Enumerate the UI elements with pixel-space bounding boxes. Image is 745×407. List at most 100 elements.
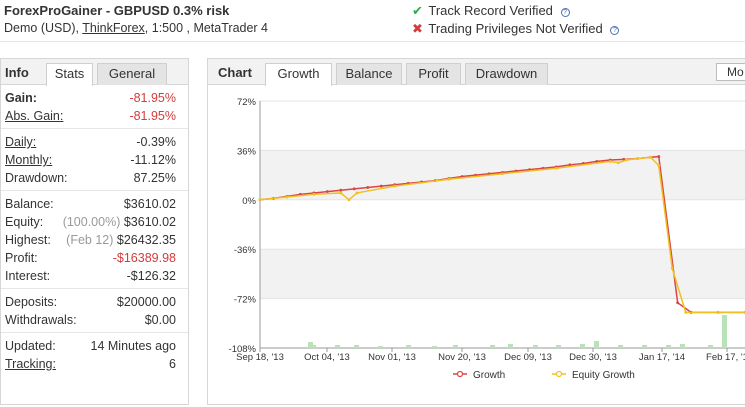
- cross-icon: ✖: [412, 21, 423, 36]
- growth-point: [352, 187, 356, 191]
- volume-bar: [335, 345, 340, 348]
- stat-value: 87.25%: [134, 169, 176, 187]
- account-type: Demo (USD),: [4, 21, 83, 35]
- equity-growth-point: [312, 192, 316, 196]
- y-tick-label: 0%: [242, 196, 256, 207]
- growth-point: [657, 155, 661, 158]
- volume-bar: [311, 345, 316, 348]
- stats-group: Deposits: $20000.00 Withdrawals: $0.00: [1, 289, 188, 333]
- growth-point: [676, 301, 680, 305]
- volume-bar: [594, 341, 599, 348]
- growth-point: [568, 163, 572, 167]
- stat-value: -81.95%: [129, 89, 176, 107]
- stat-row: Abs. Gain: -81.95%: [1, 107, 188, 125]
- equity-growth-point: [339, 191, 343, 195]
- stat-label: Deposits:: [5, 295, 58, 309]
- stat-value-text: $20000.00: [116, 295, 176, 309]
- track-record-status: ✔ Track Record Verified ?: [412, 3, 570, 19]
- volume-bar: [378, 346, 383, 348]
- trading-privileges-status: ✖ Trading Privileges Not Verified ?: [412, 21, 620, 37]
- stat-row: Tracking: 6: [1, 355, 188, 373]
- tab-balance[interactable]: Balance: [336, 63, 402, 85]
- volume-bar: [708, 345, 713, 348]
- stat-value: -81.95%: [129, 107, 176, 125]
- stat-value-text: 6: [169, 357, 176, 371]
- broker-link[interactable]: ThinkForex: [82, 21, 145, 35]
- check-icon: ✔: [412, 3, 423, 18]
- stat-value-text: $3610.02: [123, 197, 176, 211]
- stat-label[interactable]: Abs. Gain:: [5, 109, 64, 123]
- stat-value: -$126.32: [127, 267, 176, 285]
- stat-label: Interest:: [5, 269, 51, 283]
- y-tick-label: -72%: [234, 295, 257, 306]
- equity-growth-point: [649, 155, 653, 159]
- stat-label[interactable]: Daily:: [5, 135, 37, 149]
- stat-row: Updated: 14 Minutes ago: [1, 337, 188, 355]
- chart-panel: Chart Growth Balance Profit Drawdown Mo …: [207, 58, 745, 405]
- stat-label[interactable]: Monthly:: [5, 153, 53, 167]
- equity-growth-point: [447, 177, 451, 181]
- stat-row: Withdrawals: $0.00: [1, 311, 188, 329]
- stat-row: Deposits: $20000.00: [1, 293, 188, 311]
- volume-bar: [642, 345, 647, 348]
- equity-growth-line: [259, 156, 745, 314]
- y-tick-label: 72%: [237, 97, 257, 108]
- volume-bar: [556, 345, 561, 348]
- legend-marker: [456, 370, 464, 378]
- equity-growth-point: [716, 310, 720, 314]
- stat-value: $20000.00: [117, 293, 176, 311]
- stat-label: Updated:: [5, 339, 56, 353]
- volume-bar: [580, 344, 585, 348]
- legend-label: Equity Growth: [572, 370, 635, 381]
- stats-group: Gain: -81.95% Abs. Gain: -81.95%: [1, 85, 188, 129]
- volume-bar: [680, 344, 685, 348]
- y-tick-label: -36%: [234, 245, 257, 256]
- equity-growth-point: [258, 198, 262, 202]
- track-record-label: Track Record Verified: [428, 3, 553, 18]
- equity-growth-point: [355, 191, 359, 195]
- help-icon[interactable]: ?: [610, 26, 620, 35]
- account-header: ForexProGainer - GBPUSD 0.3% risk Demo (…: [0, 0, 745, 42]
- tab-growth[interactable]: Growth: [265, 63, 332, 86]
- tab-drawdown[interactable]: Drawdown: [465, 63, 548, 85]
- stat-row: Interest: -$126.32: [1, 267, 188, 285]
- stat-label[interactable]: Tracking:: [5, 357, 56, 371]
- stat-value-text: -0.39%: [136, 135, 176, 149]
- tab-profit[interactable]: Profit: [406, 63, 461, 85]
- stats-group: Daily: -0.39% Monthly: -11.12% Drawdown: 87.2…: [1, 129, 188, 191]
- tab-general[interactable]: General: [97, 63, 167, 85]
- volume-bar: [508, 344, 513, 348]
- x-tick-label: Nov 20, '13: [438, 352, 486, 363]
- help-icon[interactable]: ?: [560, 8, 570, 17]
- stat-label: Balance:: [5, 197, 54, 211]
- chart-band: [260, 249, 745, 299]
- x-tick-label: Oct 04, '13: [304, 352, 350, 363]
- stat-value-text: $3610.02: [123, 215, 176, 229]
- stat-row: Monthly: -11.12%: [1, 151, 188, 169]
- stat-label: Withdrawals:: [5, 313, 77, 327]
- stat-label: Gain:: [5, 91, 37, 105]
- volume-bar: [432, 346, 437, 348]
- stat-label: Highest:: [5, 233, 51, 247]
- stat-value: -$16389.98: [113, 249, 176, 267]
- stat-value-text: $0.00: [144, 313, 176, 327]
- more-button[interactable]: Mo: [716, 63, 745, 81]
- stat-value-text: 87.25%: [133, 171, 176, 185]
- stat-row: Drawdown: 87.25%: [1, 169, 188, 187]
- stat-row: Gain: -81.95%: [1, 89, 188, 107]
- equity-growth-point: [285, 195, 289, 199]
- volume-bar: [533, 345, 538, 348]
- stats-list: Gain: -81.95% Abs. Gain: -81.95% Daily: -0.39…: [1, 85, 188, 376]
- stats-group: Updated: 14 Minutes ago Tracking: 6: [1, 333, 188, 376]
- volume-bar: [722, 315, 727, 348]
- growth-point: [325, 190, 329, 193]
- x-tick-label: Nov 01, '13: [368, 352, 416, 363]
- y-tick-label: 36%: [237, 146, 257, 157]
- trading-privileges-label: Trading Privileges Not Verified: [428, 21, 603, 36]
- tab-stats[interactable]: Stats: [46, 63, 93, 86]
- x-tick-label: Feb 17, '1: [706, 352, 745, 363]
- account-leverage-platform: , 1:500 , MetaTrader 4: [144, 21, 269, 35]
- stat-value: -0.39%: [136, 133, 176, 151]
- growth-point: [379, 184, 383, 188]
- x-tick-label: Dec 30, '13: [569, 352, 617, 363]
